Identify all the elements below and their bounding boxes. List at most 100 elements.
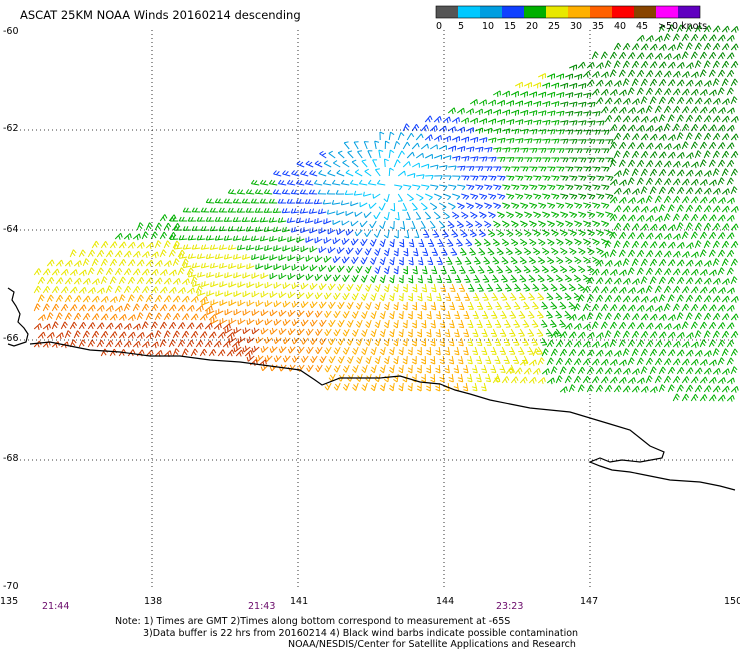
wind-barb [618, 231, 627, 240]
wind-barb [708, 141, 717, 150]
wind-barb [448, 373, 454, 383]
wind-barb [479, 118, 487, 125]
wind-barb [172, 277, 181, 285]
wind-barb [577, 283, 585, 292]
wind-barb [402, 337, 408, 347]
wind-barb [318, 169, 327, 177]
wind-barb [627, 69, 636, 78]
wind-barb [645, 35, 654, 43]
wind-barb [591, 286, 600, 294]
wind-barb [300, 319, 309, 327]
wind-barb [654, 267, 663, 276]
wind-barb [411, 338, 417, 347]
wind-barb [323, 255, 332, 263]
wind-barb [636, 159, 645, 168]
wind-barb [654, 142, 663, 150]
colorbar-label: 35 [592, 21, 604, 32]
wind-barb [613, 115, 622, 123]
colorbar-label: 30 [570, 21, 582, 32]
wind-barb [242, 309, 251, 316]
wind-barb [476, 337, 483, 347]
wind-barb [213, 340, 222, 348]
wind-barb [474, 220, 483, 229]
wind-barb [78, 269, 87, 277]
wind-barb [640, 258, 648, 267]
wind-barb [717, 69, 726, 78]
wind-barb [708, 376, 717, 384]
wind-barb [305, 328, 314, 336]
wind-barb [424, 134, 433, 142]
lat-label: -70 [3, 581, 19, 592]
wind-barb [296, 160, 305, 168]
wind-barb [712, 115, 721, 123]
wind-barb [264, 263, 273, 270]
wind-barb [513, 319, 520, 328]
wind-barb [327, 246, 336, 254]
wind-barb [622, 150, 630, 159]
wind-barb [560, 175, 569, 181]
wind-barb [181, 348, 189, 357]
wind-barb [636, 249, 645, 258]
wind-barb [182, 244, 192, 250]
wind-barb [150, 286, 159, 294]
lon-label: 135 [0, 596, 18, 607]
wind-barb [345, 228, 354, 236]
colorbar-swatch [480, 6, 502, 18]
wind-barb [636, 34, 645, 42]
wind-barb [640, 186, 648, 195]
wind-barb [430, 373, 436, 383]
wind-barb [55, 312, 63, 321]
wind-barb [690, 321, 698, 330]
wind-barb [609, 106, 618, 114]
wind-barb [435, 328, 441, 338]
wind-barb [476, 319, 483, 328]
wind-barb [421, 184, 430, 191]
wind-barb [574, 92, 583, 99]
wind-barb [457, 146, 466, 152]
wind-barb [559, 265, 568, 274]
wind-barb [568, 301, 576, 310]
wind-barb [190, 313, 199, 321]
wind-barb [569, 101, 578, 108]
wind-barb [509, 292, 517, 301]
wind-barb [412, 265, 418, 275]
wind-barb [703, 277, 712, 285]
wind-barb [532, 348, 540, 357]
wind-barb [703, 350, 712, 358]
wind-barb [708, 249, 716, 258]
wind-barb [260, 327, 269, 335]
wind-barb [345, 247, 354, 255]
wind-barb [726, 287, 735, 295]
wind-barb [365, 355, 372, 365]
wind-barb [458, 319, 465, 329]
wind-barb [191, 207, 201, 213]
wind-barb [454, 292, 461, 301]
wind-barb [481, 328, 488, 337]
wind-barb [82, 277, 91, 285]
wind-barb [369, 238, 377, 247]
wind-barb [658, 204, 666, 213]
wind-barb [591, 341, 600, 349]
wind-barb [667, 134, 676, 142]
wind-barb [493, 109, 501, 116]
wind-barb [649, 366, 657, 375]
wind-barb [105, 305, 114, 313]
wind-barb [721, 330, 730, 339]
wind-barb [260, 345, 269, 353]
wind-barb [421, 337, 427, 347]
wind-barb [367, 150, 373, 159]
wind-barb [105, 340, 114, 348]
wind-barb [273, 355, 282, 363]
wind-barb [596, 175, 605, 182]
wind-barb [278, 309, 287, 317]
wind-barb [195, 340, 204, 348]
wind-barb [717, 177, 725, 186]
wind-barb [282, 245, 291, 252]
wind-barb [407, 364, 413, 374]
wind-barb [627, 142, 636, 150]
wind-barb [251, 327, 260, 335]
wind-barb [512, 355, 520, 364]
wind-barb [447, 107, 456, 115]
wind-barb [538, 202, 547, 209]
wind-barb [96, 304, 105, 312]
